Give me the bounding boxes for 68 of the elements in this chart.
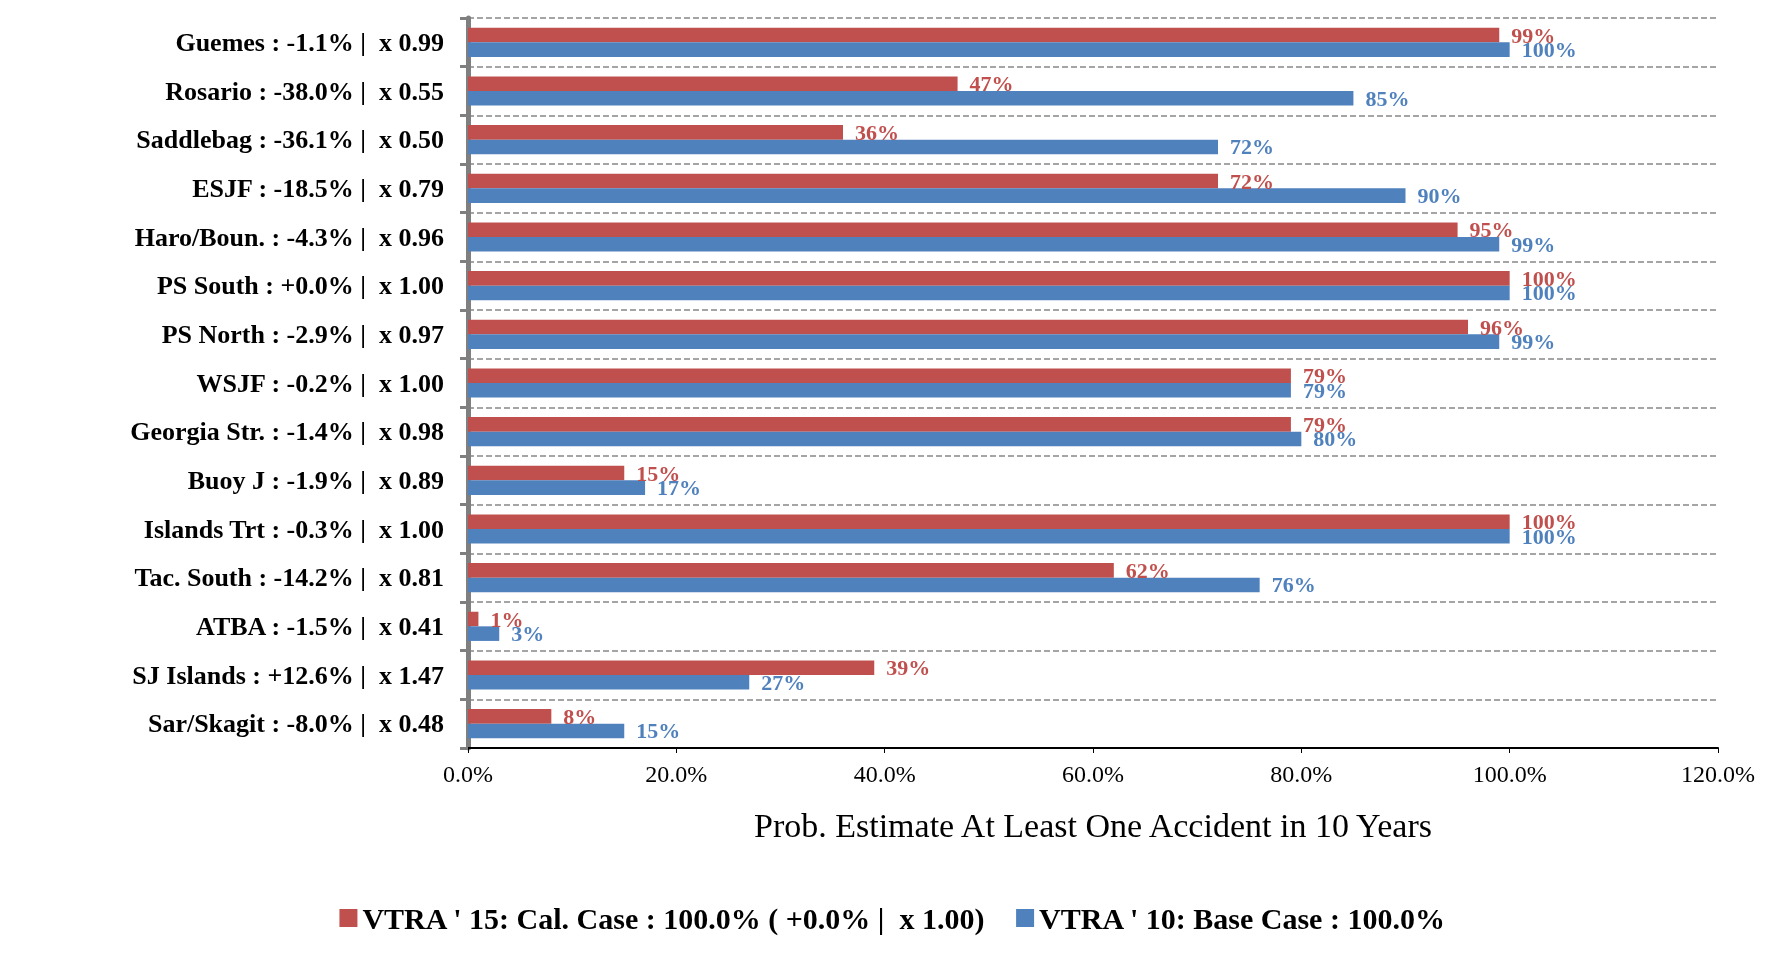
bar xyxy=(468,42,1510,57)
y-tick-label: Guemes : -1.1% | x 0.99 xyxy=(175,27,444,57)
bar xyxy=(468,480,646,495)
data-label: 76% xyxy=(1271,572,1316,598)
bar xyxy=(468,76,958,91)
y-tick-label: Buoy J : -1.9% | x 0.89 xyxy=(187,465,444,495)
bar xyxy=(468,139,1218,155)
bar xyxy=(468,563,1114,578)
bar xyxy=(468,723,625,739)
y-tick-label: Rosario : -38.0% | x 0.55 xyxy=(165,76,444,106)
bar xyxy=(468,368,1291,383)
bar xyxy=(468,91,1354,106)
data-label: 8% xyxy=(563,703,597,729)
bar xyxy=(468,222,1458,237)
bar xyxy=(468,465,625,481)
data-label: 47% xyxy=(969,71,1014,97)
y-tick-label: Haro/Boun. : -4.3% | x 0.96 xyxy=(134,222,444,252)
y-tick-label: Saddlebag : -36.1% | x 0.50 xyxy=(136,125,444,155)
bar xyxy=(468,237,1500,252)
bar xyxy=(468,334,1500,349)
bar xyxy=(468,27,1500,43)
y-tick-label: ESJF : -18.5% | x 0.79 xyxy=(192,173,444,203)
data-label: 72% xyxy=(1230,168,1274,194)
legend-label: VTRA ' 15: Cal. Case : 100.0% ( +0.0% | x 1.00) xyxy=(362,901,985,936)
bar xyxy=(468,611,479,627)
data-label: 15% xyxy=(636,718,681,744)
data-label: 90% xyxy=(1417,183,1462,209)
x-axis-title: Prob. Estimate At Least One Accident in 10 Years xyxy=(753,806,1433,844)
data-label: 27% xyxy=(761,669,806,695)
bar xyxy=(468,514,1510,529)
y-tick-label: Tac. South : -14.2% | x 0.81 xyxy=(134,563,444,593)
bar xyxy=(468,188,1406,203)
x-tick-label: 80.0% xyxy=(1270,761,1333,787)
bar xyxy=(468,675,750,690)
bar xyxy=(468,417,1291,432)
data-label: 99% xyxy=(1511,231,1556,257)
y-tick-label: ATBA : -1.5% | x 0.41 xyxy=(196,611,444,641)
bar xyxy=(468,431,1302,447)
bar xyxy=(468,709,552,724)
y-tick-label: Islands Trt : -0.3% | x 1.00 xyxy=(143,514,444,544)
data-label: 85% xyxy=(1365,85,1410,111)
x-tick-label: 120.0% xyxy=(1681,761,1755,787)
y-tick-label: PS North : -2.9% | x 0.97 xyxy=(161,319,444,349)
bar xyxy=(468,125,843,140)
x-tick-label: 0.0% xyxy=(443,761,493,787)
y-tick-label: Georgia Str. : -1.4% | x 0.98 xyxy=(130,417,444,447)
data-label: 39% xyxy=(886,655,931,681)
x-tick-label: 20.0% xyxy=(645,761,708,787)
bar xyxy=(468,383,1291,398)
legend-label: VTRA ' 10: Base Case : 100.0% xyxy=(1039,901,1445,935)
y-tick-label: Sar/Skagit : -8.0% | x 0.48 xyxy=(147,709,444,739)
data-label: 62% xyxy=(1125,557,1170,583)
bar xyxy=(468,626,500,641)
x-tick-label: 60.0% xyxy=(1062,761,1124,787)
data-label: 72% xyxy=(1230,134,1274,160)
y-tick-label: PS South : +0.0% | x 1.00 xyxy=(156,271,444,301)
bar xyxy=(468,319,1468,335)
y-tick-label: WSJF : -0.2% | x 1.00 xyxy=(196,368,444,398)
bar xyxy=(468,660,875,675)
bar xyxy=(468,173,1218,189)
x-tick-label: 100.0% xyxy=(1472,761,1547,787)
y-tick-label: SJ Islands : +12.6% | x 1.47 xyxy=(132,660,444,690)
bar xyxy=(468,529,1510,544)
data-label: 36% xyxy=(855,119,899,145)
x-tick-label: 40.0% xyxy=(853,761,916,787)
bar xyxy=(468,271,1510,286)
bar xyxy=(468,285,1510,301)
bar xyxy=(468,577,1260,593)
